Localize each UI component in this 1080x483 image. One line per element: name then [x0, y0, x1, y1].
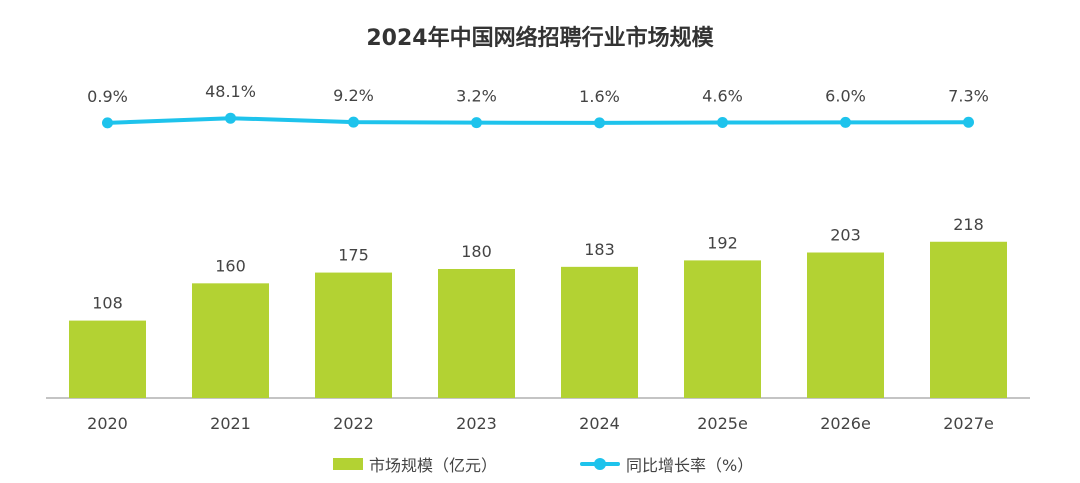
tick-label-2024: 2024	[579, 414, 620, 433]
bar-2027e	[930, 241, 1007, 398]
growth-line	[107, 116, 969, 125]
bar-2026e	[807, 252, 884, 398]
bar-2024	[561, 266, 638, 398]
growth-point-2020	[102, 117, 113, 129]
tick-label-2020: 2020	[87, 414, 128, 433]
bar-2022	[315, 272, 392, 398]
tick-label-2021: 2021	[210, 414, 251, 433]
legend-item-line: 同比增长率（%）	[580, 452, 753, 476]
legend-swatch-bar	[333, 458, 363, 470]
legend-label-bar: 市场规模（亿元）	[369, 456, 498, 475]
tick-label-2025e: 2025e	[697, 414, 748, 433]
chart-title: 2024年中国网络招聘行业市场规模	[366, 26, 714, 51]
growth-point-2022	[348, 116, 359, 128]
growth-point-2027e	[963, 116, 974, 128]
bar-2020	[69, 320, 146, 398]
bar-2023	[438, 268, 515, 398]
growth-point-2023	[471, 117, 482, 129]
bar-label-2026e: 203	[830, 226, 861, 245]
growth-label-2020: 0.9%	[87, 87, 128, 106]
growth-point-2021	[225, 112, 236, 124]
growth-label-2025e: 4.6%	[702, 87, 743, 106]
growth-point-2024	[594, 117, 605, 129]
growth-point-2025e	[717, 117, 728, 129]
growth-label-2024: 1.6%	[579, 87, 620, 106]
tick-label-2026e: 2026e	[820, 414, 871, 433]
bar-label-2024: 183	[584, 240, 615, 259]
bar-label-2027e: 218	[953, 215, 984, 234]
growth-point-2026e	[840, 116, 851, 128]
bar-label-2020: 108	[92, 294, 123, 313]
bar-2025e	[684, 260, 761, 398]
legend-swatch-line	[580, 457, 620, 471]
bar-label-2025e: 192	[707, 233, 738, 252]
bar-label-2023: 180	[461, 242, 492, 261]
growth-label-2022: 9.2%	[333, 86, 374, 105]
growth-label-2027e: 7.3%	[948, 86, 989, 105]
tick-label-2027e: 2027e	[943, 414, 994, 433]
tick-label-2022: 2022	[333, 414, 374, 433]
tick-label-2023: 2023	[456, 414, 497, 433]
legend-label-line: 同比增长率（%）	[626, 456, 754, 475]
legend: 市场规模（亿元） 同比增长率（%）	[0, 452, 1080, 476]
growth-label-2021: 48.1%	[205, 82, 256, 101]
bar-label-2022: 175	[338, 246, 369, 265]
bar-2021	[192, 283, 269, 398]
legend-item-bar: 市场规模（亿元）	[333, 452, 497, 476]
bar-label-2021: 160	[215, 256, 246, 275]
growth-label-2026e: 6.0%	[825, 86, 866, 105]
growth-label-2023: 3.2%	[456, 87, 497, 106]
